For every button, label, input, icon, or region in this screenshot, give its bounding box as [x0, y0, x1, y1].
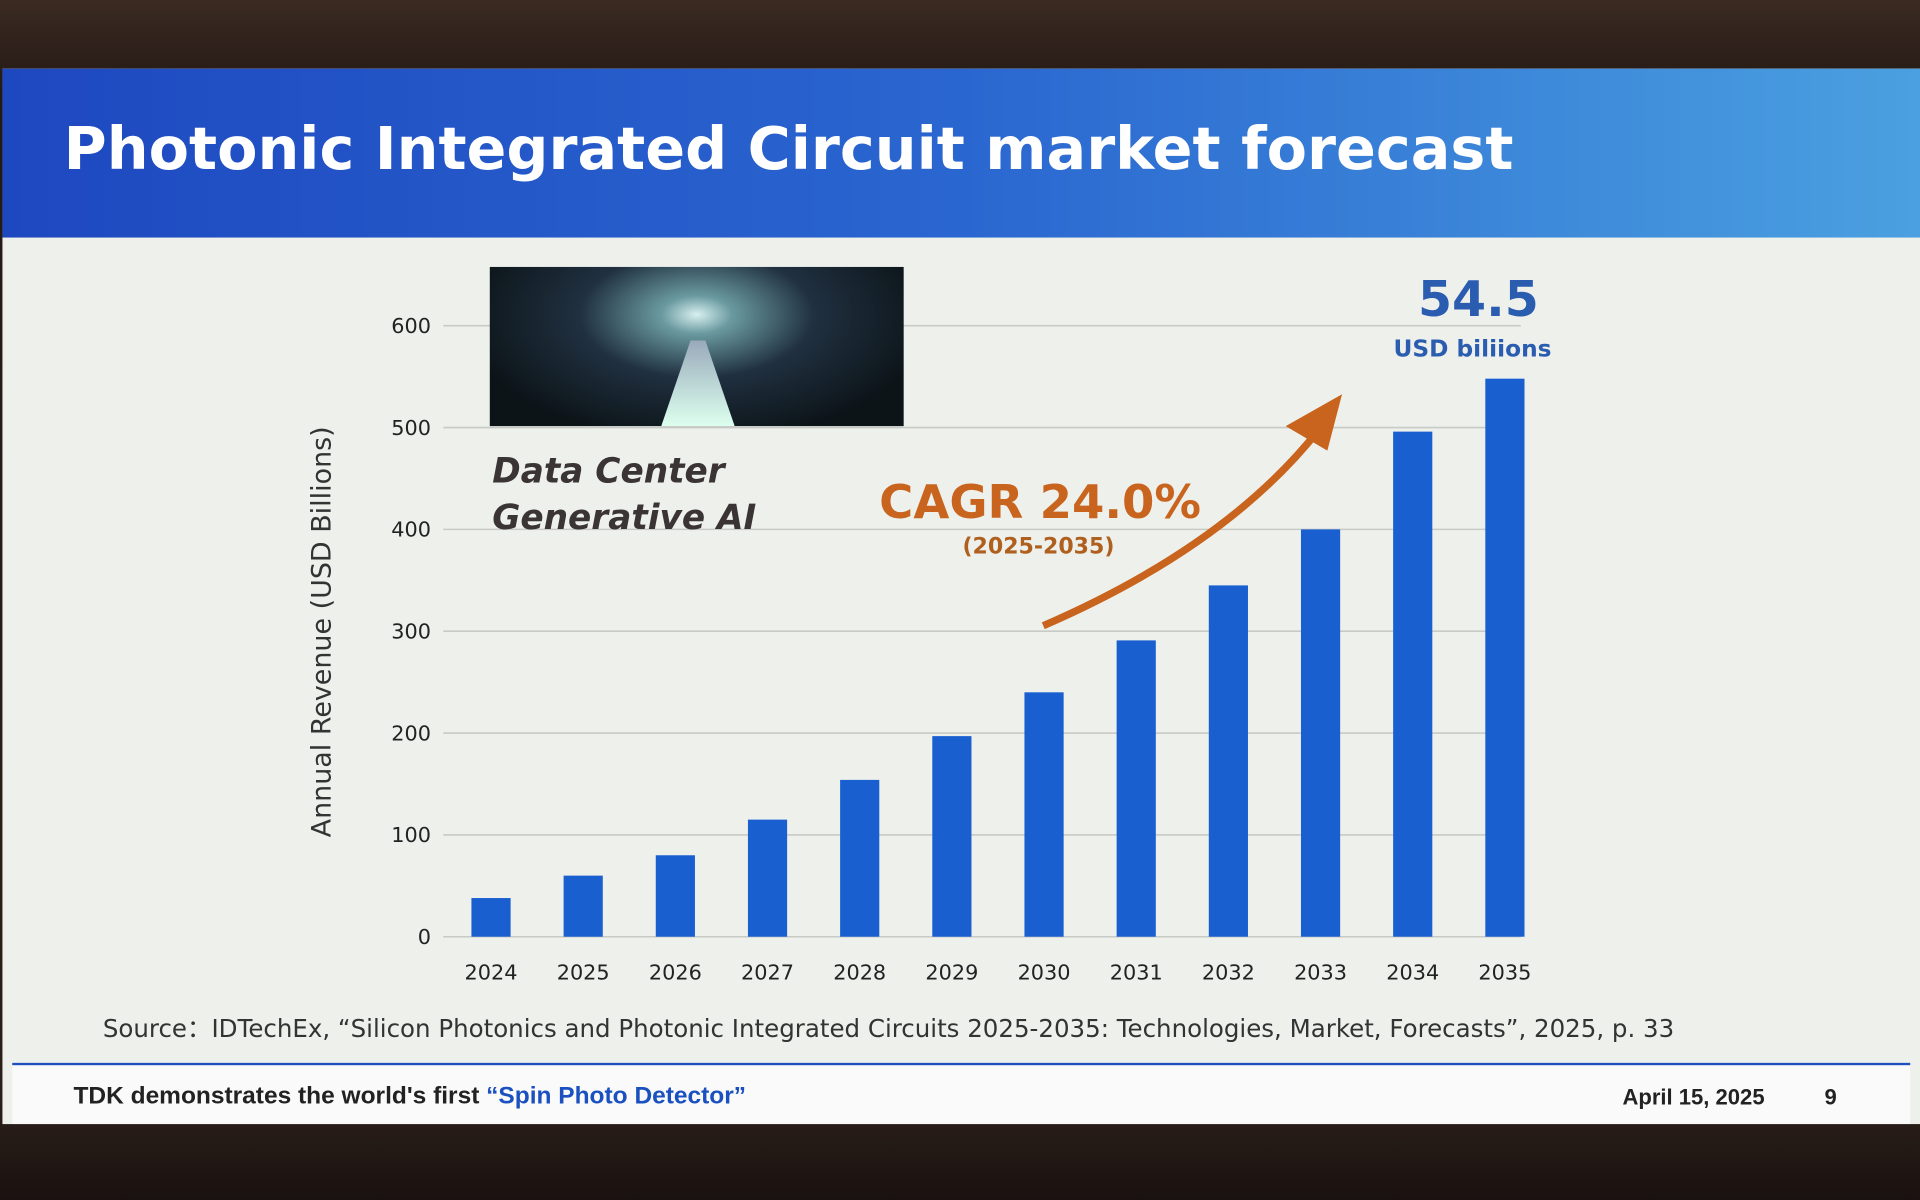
x-tick-label: 2027 — [741, 961, 794, 985]
y-tick-label: 600 — [391, 314, 431, 338]
bar — [563, 875, 603, 937]
x-tick-label: 2028 — [833, 961, 886, 985]
slide: Photonic Integrated Circuit market forec… — [2, 68, 1920, 1125]
x-tick-label: 2030 — [1018, 961, 1071, 985]
bar — [747, 819, 788, 937]
final-value-unit: USD biliions — [1393, 335, 1552, 363]
footer: TDK demonstrates the world's first “Spin… — [12, 1065, 1911, 1125]
x-tick-label: 2024 — [465, 961, 518, 985]
cagr-label: CAGR 24.0% — [879, 475, 1201, 529]
x-tick-label: 2031 — [1110, 961, 1163, 985]
bar — [1300, 529, 1341, 937]
y-axis-label: Annual Revenue (USD Billions) — [307, 426, 338, 837]
footer-date: April 15, 2025 — [1622, 1084, 1765, 1110]
bar-chart: 0 100 200 300 400 500 600 2024 2025 2026 2027 2028 2… — [307, 314, 1532, 985]
y-tick-label: 0 — [418, 925, 431, 949]
x-tick-label: 2025 — [557, 961, 610, 985]
y-tick-label: 300 — [391, 620, 431, 644]
image-caption: Data Center Generative AI — [492, 448, 756, 541]
cagr-arrowhead-icon — [1285, 394, 1343, 451]
footer-highlight: “Spin Photo Detector” — [486, 1082, 747, 1110]
x-tick-label: 2032 — [1202, 961, 1255, 985]
data-center-image — [489, 266, 904, 427]
final-value: 54.5 — [1417, 271, 1539, 329]
cagr-arrow-shaft — [1041, 427, 1322, 630]
y-tick-label: 100 — [391, 823, 431, 847]
cagr-period: (2025-2035) — [962, 533, 1115, 560]
y-tick-label: 500 — [391, 416, 431, 440]
bar — [1024, 692, 1064, 937]
x-tick-label: 2034 — [1386, 961, 1439, 985]
bar — [932, 736, 972, 937]
caption-line-1: Data Center — [492, 450, 725, 492]
bar — [1485, 378, 1525, 937]
footer-divider — [12, 1062, 1911, 1066]
bar — [840, 779, 880, 937]
slide-title: Photonic Integrated Circuit market forec… — [63, 115, 1514, 184]
bar — [1208, 585, 1248, 937]
caption-line-2: Generative AI — [492, 497, 757, 538]
corridor-floor — [661, 340, 735, 427]
x-tick-label: 2035 — [1478, 961, 1531, 985]
x-tick-label: 2029 — [925, 961, 978, 985]
bar — [1393, 431, 1433, 937]
y-tick-label: 400 — [391, 518, 431, 542]
page-number: 9 — [1824, 1084, 1837, 1110]
x-tick-label: 2033 — [1294, 961, 1347, 985]
x-tick-label: 2026 — [649, 961, 702, 985]
source-citation: Source：IDTechEx, “Silicon Photonics and … — [102, 1013, 1675, 1044]
y-tick-label: 200 — [391, 721, 431, 745]
bar — [1116, 640, 1156, 937]
footer-text: TDK demonstrates the world's first “Spin… — [73, 1082, 746, 1110]
bar — [655, 855, 695, 937]
footer-text-main: TDK demonstrates the world's first — [73, 1082, 487, 1110]
title-bar: Photonic Integrated Circuit market forec… — [2, 68, 1920, 238]
bar — [471, 898, 511, 937]
